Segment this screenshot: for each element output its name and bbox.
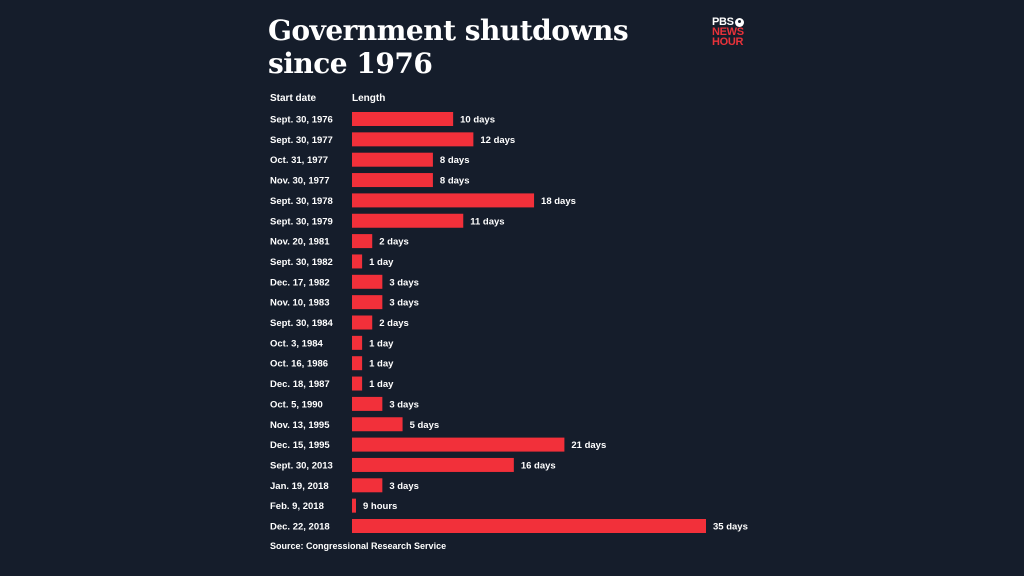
category-label: Nov. 30, 1977 <box>270 176 330 187</box>
category-label: Sept. 30, 1976 <box>270 115 333 126</box>
logo-text-news: NEWS <box>712 26 744 38</box>
category-label: Sept. 30, 1977 <box>270 135 333 146</box>
bar <box>352 173 433 188</box>
category-label: Dec. 18, 1987 <box>270 379 330 390</box>
bar <box>352 152 433 167</box>
data-label: 16 days <box>521 460 556 471</box>
category-label: Oct. 3, 1984 <box>270 338 324 349</box>
bar <box>352 254 363 269</box>
data-label: 3 days <box>389 481 419 492</box>
length-header: Length <box>352 93 386 104</box>
category-label: Sept. 30, 2013 <box>270 460 333 471</box>
data-label: 8 days <box>440 176 470 187</box>
category-label: Nov. 13, 1995 <box>270 420 330 431</box>
start-date-header: Start date <box>270 93 317 104</box>
bar <box>352 132 474 147</box>
category-label: Sept. 30, 1984 <box>270 318 334 329</box>
data-label: 10 days <box>460 115 495 126</box>
pbs-newshour-logo: PBS NEWS HOUR <box>712 16 744 48</box>
category-label: Sept. 30, 1978 <box>270 196 333 207</box>
bar <box>352 376 363 391</box>
data-label: 2 days <box>379 318 409 329</box>
bar <box>352 498 356 513</box>
category-label: Nov. 10, 1983 <box>270 298 330 309</box>
bar <box>352 457 514 472</box>
bar <box>352 193 535 208</box>
data-label: 1 day <box>369 257 394 268</box>
category-label: Jan. 19, 2018 <box>270 481 329 492</box>
category-label: Dec. 22, 2018 <box>270 522 330 533</box>
bar <box>352 396 383 411</box>
data-label: 3 days <box>389 277 419 288</box>
bar <box>352 478 383 493</box>
data-label: 3 days <box>389 399 419 410</box>
category-label: Dec. 15, 1995 <box>270 440 330 451</box>
data-label: 35 days <box>713 522 748 533</box>
bar <box>352 234 373 249</box>
bar <box>352 437 565 452</box>
data-label: 3 days <box>389 298 419 309</box>
source-note: Source: Congressional Research Service <box>270 541 447 551</box>
category-label: Sept. 30, 1982 <box>270 257 333 268</box>
data-label: 1 day <box>369 338 394 349</box>
data-label: 2 days <box>379 237 409 248</box>
bar <box>352 112 454 126</box>
bar <box>352 335 363 350</box>
logo-text-hour: HOUR <box>712 36 744 48</box>
bar <box>352 295 383 310</box>
data-label: 21 days <box>571 440 606 451</box>
data-label: 9 hours <box>363 501 397 512</box>
data-label: 8 days <box>440 155 470 166</box>
bar <box>352 213 464 228</box>
category-label: Oct. 5, 1990 <box>270 399 323 410</box>
data-label: 18 days <box>541 196 576 207</box>
category-label: Feb. 9, 2018 <box>270 501 324 512</box>
bar <box>352 519 706 533</box>
pbs-head-icon <box>734 17 744 27</box>
data-label: 5 days <box>410 420 440 431</box>
data-label: 1 day <box>369 359 394 370</box>
bar <box>352 356 363 371</box>
data-label: 12 days <box>480 135 515 146</box>
category-label: Oct. 16, 1986 <box>270 359 328 370</box>
category-label: Sept. 30, 1979 <box>270 216 333 227</box>
data-label: 11 days <box>470 216 504 227</box>
bar <box>352 274 383 289</box>
category-label: Oct. 31, 1977 <box>270 155 328 166</box>
chart-title: Government shutdowns since 1976 <box>268 14 629 80</box>
data-label: 1 day <box>369 379 394 390</box>
logo-text-pbs: PBS <box>712 16 734 28</box>
bar <box>352 417 403 432</box>
category-label: Dec. 17, 1982 <box>270 277 330 288</box>
bar <box>352 315 373 330</box>
category-label: Nov. 20, 1981 <box>270 237 330 248</box>
